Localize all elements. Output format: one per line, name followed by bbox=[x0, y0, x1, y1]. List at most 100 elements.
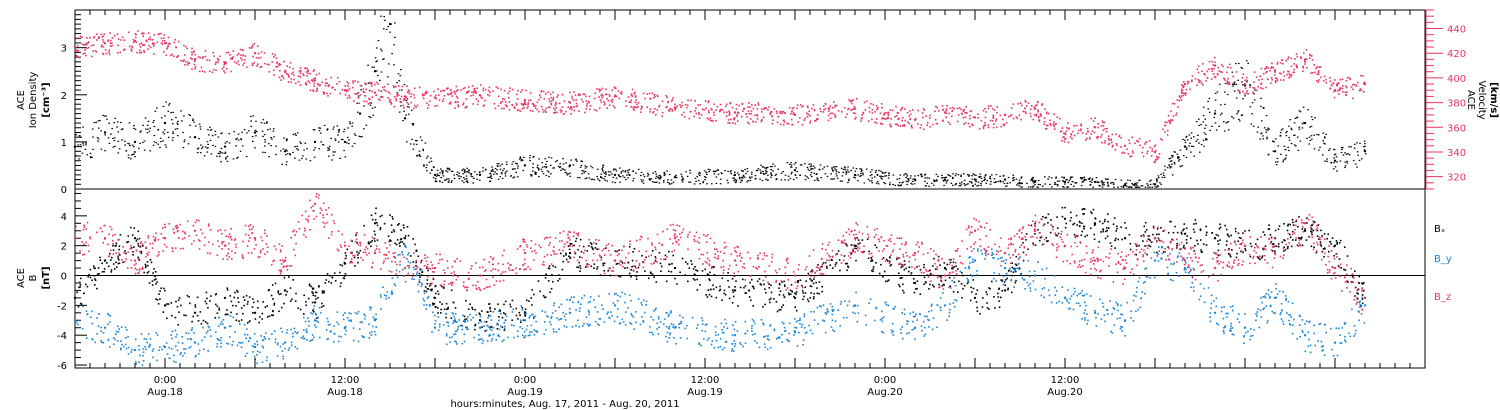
velocity-point bbox=[1161, 139, 1163, 141]
density-point bbox=[201, 147, 203, 149]
velocity-point bbox=[464, 87, 466, 89]
density-point bbox=[1200, 124, 1202, 126]
velocity-point bbox=[926, 124, 928, 127]
field-point bbox=[329, 274, 331, 277]
density-point bbox=[1329, 148, 1331, 150]
field-point bbox=[322, 305, 325, 307]
density-point bbox=[1241, 81, 1243, 83]
field-point bbox=[1193, 231, 1196, 233]
velocity-point bbox=[339, 92, 341, 95]
density-point bbox=[418, 155, 420, 157]
density-point bbox=[734, 171, 736, 173]
velocity-point bbox=[751, 103, 753, 106]
field-point bbox=[1185, 227, 1188, 230]
density-point bbox=[517, 167, 519, 169]
density-point bbox=[466, 171, 469, 173]
density-point bbox=[835, 166, 838, 168]
velocity-point bbox=[194, 53, 197, 56]
field-point bbox=[257, 300, 259, 303]
velocity-point bbox=[634, 101, 637, 103]
field-point bbox=[742, 278, 744, 281]
velocity-point bbox=[1010, 114, 1013, 116]
field-point bbox=[685, 261, 687, 263]
velocity-point bbox=[1181, 92, 1183, 94]
density-point bbox=[519, 157, 522, 159]
field-point bbox=[234, 291, 236, 294]
velocity-point bbox=[553, 111, 555, 114]
velocity-point bbox=[1115, 142, 1118, 145]
velocity-point bbox=[299, 72, 302, 74]
field-point bbox=[695, 269, 697, 271]
field-point bbox=[110, 271, 113, 273]
field-point bbox=[1277, 245, 1280, 248]
field-point bbox=[845, 243, 847, 245]
velocity-point bbox=[280, 79, 282, 81]
velocity-point bbox=[290, 81, 292, 83]
velocity-point bbox=[1032, 118, 1035, 121]
density-point bbox=[759, 169, 762, 171]
field-point bbox=[166, 303, 168, 305]
density-point bbox=[289, 153, 291, 155]
velocity-point bbox=[473, 91, 475, 94]
velocity-point bbox=[819, 108, 821, 110]
density-point bbox=[538, 175, 540, 178]
field-point bbox=[130, 226, 132, 229]
field-tick-label: 2 bbox=[61, 242, 67, 253]
velocity-point bbox=[364, 95, 366, 97]
velocity-point bbox=[503, 107, 505, 110]
velocity-point bbox=[603, 100, 605, 103]
velocity-point bbox=[134, 33, 137, 35]
field-point bbox=[885, 280, 887, 283]
density-point bbox=[112, 146, 115, 148]
field-point bbox=[124, 250, 126, 252]
velocity-point bbox=[1296, 55, 1299, 58]
field-point bbox=[441, 303, 443, 305]
density-point bbox=[880, 177, 882, 179]
velocity-point bbox=[120, 39, 122, 41]
field-point bbox=[1360, 305, 1362, 307]
density-point bbox=[624, 171, 627, 173]
density-point bbox=[831, 168, 834, 170]
velocity-point bbox=[413, 94, 415, 96]
velocity-point bbox=[362, 88, 365, 90]
field-point bbox=[850, 244, 853, 246]
velocity-point bbox=[1276, 63, 1279, 65]
field-point bbox=[699, 284, 701, 286]
velocity-point bbox=[415, 106, 417, 108]
velocity-point bbox=[1217, 74, 1219, 76]
density-point bbox=[338, 130, 340, 132]
density-point bbox=[698, 171, 701, 173]
velocity-point bbox=[555, 103, 558, 105]
velocity-point bbox=[615, 87, 617, 90]
velocity-point bbox=[1316, 73, 1318, 75]
density-point bbox=[995, 181, 997, 183]
density-point bbox=[968, 175, 970, 177]
density-point bbox=[1307, 109, 1309, 111]
velocity-point bbox=[716, 105, 719, 108]
field-point bbox=[292, 279, 294, 281]
density-point bbox=[1364, 145, 1366, 147]
density-point bbox=[468, 170, 470, 172]
density-point bbox=[228, 133, 231, 135]
velocity-point bbox=[326, 82, 329, 84]
density-point bbox=[1262, 138, 1265, 140]
velocity-point bbox=[381, 86, 384, 89]
velocity-point bbox=[212, 68, 215, 71]
density-point bbox=[1149, 183, 1152, 185]
velocity-point bbox=[574, 94, 577, 96]
velocity-point bbox=[153, 34, 156, 36]
velocity-point bbox=[708, 111, 710, 114]
density-point bbox=[871, 169, 873, 171]
density-point bbox=[838, 171, 840, 173]
velocity-point bbox=[600, 89, 602, 91]
density-point bbox=[266, 122, 268, 124]
density-point bbox=[999, 175, 1001, 177]
velocity-point bbox=[1121, 151, 1124, 154]
density-point bbox=[1272, 150, 1275, 152]
field-point bbox=[780, 308, 782, 311]
density-point bbox=[466, 181, 469, 183]
velocity-point bbox=[887, 113, 889, 115]
field-point bbox=[1357, 293, 1359, 295]
velocity-point bbox=[1064, 137, 1067, 140]
density-point bbox=[1157, 175, 1160, 177]
